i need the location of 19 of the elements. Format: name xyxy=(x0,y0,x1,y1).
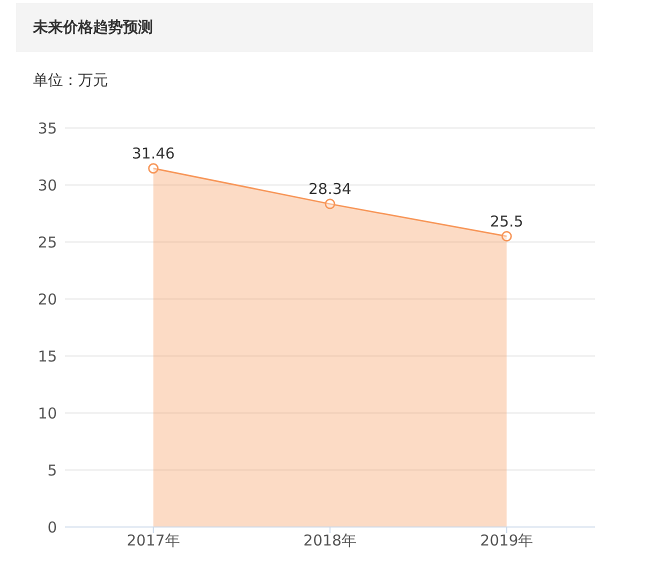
data-label: 25.5 xyxy=(490,212,524,230)
x-tick-label: 2017年 xyxy=(126,532,180,550)
chart-subtitle: 单位：万元 xyxy=(33,71,108,90)
y-tick-label: 0 xyxy=(47,518,57,536)
data-label: 28.34 xyxy=(308,180,352,198)
point xyxy=(501,231,512,242)
y-tick-label: 25 xyxy=(38,233,57,252)
data-label: 31.46 xyxy=(132,144,175,162)
y-tick-label: 10 xyxy=(38,404,57,422)
y-tick-label: 35 xyxy=(38,119,57,138)
point xyxy=(148,163,159,174)
x-tick-label: 2018年 xyxy=(303,532,357,550)
y-tick-label: 5 xyxy=(47,461,57,480)
y-tick-label: 15 xyxy=(38,347,57,366)
y-tick-label: 30 xyxy=(38,176,57,194)
point xyxy=(324,198,336,210)
chart-title: 未来价格趋势预测 xyxy=(16,3,593,52)
y-tick-label: 20 xyxy=(38,290,57,308)
x-tick-label: 2019年 xyxy=(480,532,534,550)
